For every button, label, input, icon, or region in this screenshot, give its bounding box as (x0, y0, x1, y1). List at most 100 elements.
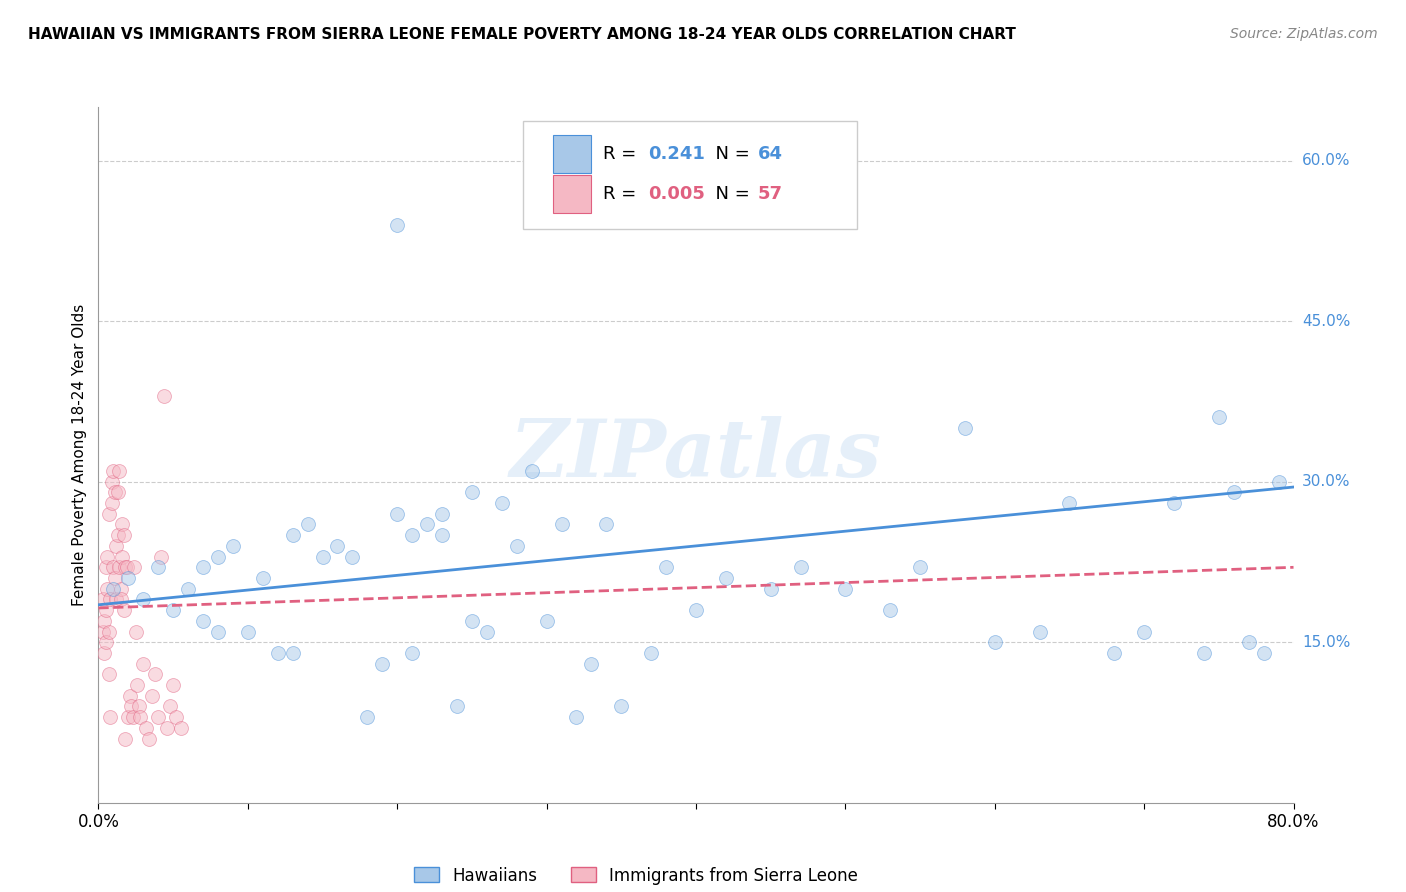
Point (401, 646, 423, 660)
Point (281, 646, 304, 660)
Point (124, 560, 146, 574)
Point (97, 507, 120, 521)
Point (162, 603, 184, 617)
Point (129, 710, 152, 724)
Text: N =: N = (704, 185, 756, 203)
Point (1133, 624, 1156, 639)
Point (111, 517, 134, 532)
Point (150, 549, 173, 564)
Point (143, 667, 166, 681)
Point (595, 517, 617, 532)
Point (385, 507, 409, 521)
Text: Source: ZipAtlas.com: Source: ZipAtlas.com (1230, 27, 1378, 41)
Point (506, 539, 529, 553)
Text: 60.0%: 60.0% (1302, 153, 1350, 168)
Point (105, 539, 128, 553)
Point (117, 710, 139, 724)
Point (1059, 496, 1081, 510)
Point (1208, 410, 1230, 425)
Point (125, 624, 148, 639)
Point (94, 560, 117, 574)
Point (115, 560, 138, 574)
Point (1267, 475, 1289, 489)
Point (111, 549, 134, 564)
Point (93, 646, 115, 660)
Point (953, 421, 976, 435)
Point (103, 464, 125, 478)
Point (98, 710, 122, 724)
Point (159, 699, 181, 714)
Point (1028, 624, 1050, 639)
Text: R =: R = (603, 145, 641, 163)
Point (1253, 646, 1275, 660)
Point (153, 389, 176, 403)
Point (655, 560, 678, 574)
Point (94, 603, 117, 617)
Point (91, 592, 114, 607)
Text: HAWAIIAN VS IMMIGRANTS FROM SIERRA LEONE FEMALE POVERTY AMONG 18-24 YEAR OLDS CO: HAWAIIAN VS IMMIGRANTS FROM SIERRA LEONE… (28, 27, 1017, 42)
Point (117, 571, 139, 585)
Point (311, 549, 333, 564)
FancyBboxPatch shape (553, 136, 591, 173)
Point (207, 549, 229, 564)
Point (610, 699, 633, 714)
Point (108, 464, 131, 478)
Point (148, 560, 170, 574)
Point (169, 721, 191, 735)
Legend: Hawaiians, Immigrants from Sierra Leone: Hawaiians, Immigrants from Sierra Leone (408, 860, 865, 891)
Text: ZIPatlas: ZIPatlas (510, 417, 882, 493)
Point (107, 485, 129, 500)
Point (96, 549, 118, 564)
Point (141, 689, 163, 703)
Point (103, 560, 125, 574)
Point (430, 528, 453, 542)
Point (165, 710, 187, 724)
Point (191, 614, 214, 628)
Point (121, 710, 143, 724)
Text: N =: N = (704, 145, 756, 163)
Point (416, 517, 439, 532)
Text: 0.005: 0.005 (648, 185, 704, 203)
Text: 64: 64 (758, 145, 783, 163)
Y-axis label: Female Poverty Among 18-24 Year Olds: Female Poverty Among 18-24 Year Olds (72, 304, 87, 606)
Point (132, 657, 155, 671)
Point (475, 624, 498, 639)
Point (114, 731, 136, 746)
Point (103, 582, 125, 596)
Point (640, 646, 662, 660)
Point (104, 485, 127, 500)
FancyBboxPatch shape (523, 121, 858, 229)
Point (156, 721, 179, 735)
Point (461, 614, 484, 628)
Text: 30.0%: 30.0% (1302, 475, 1350, 489)
Point (430, 507, 453, 521)
Point (356, 710, 378, 724)
Point (461, 485, 484, 500)
Point (132, 592, 155, 607)
Point (550, 517, 572, 532)
Point (536, 614, 558, 628)
Point (1223, 485, 1246, 500)
Point (834, 582, 856, 596)
Text: 15.0%: 15.0% (1302, 635, 1350, 649)
Point (207, 624, 229, 639)
Point (108, 560, 131, 574)
Point (222, 539, 245, 553)
Point (148, 710, 170, 724)
Point (297, 517, 319, 532)
Text: R =: R = (603, 185, 641, 203)
Point (127, 678, 149, 692)
Point (97, 667, 120, 681)
Point (105, 592, 128, 607)
Point (1104, 646, 1126, 660)
FancyBboxPatch shape (553, 175, 591, 213)
Point (236, 624, 259, 639)
Point (162, 678, 184, 692)
Point (191, 560, 214, 574)
Point (112, 603, 135, 617)
Point (371, 657, 394, 671)
Point (385, 218, 409, 232)
Point (101, 475, 124, 489)
Point (1237, 635, 1260, 649)
Point (983, 635, 1005, 649)
